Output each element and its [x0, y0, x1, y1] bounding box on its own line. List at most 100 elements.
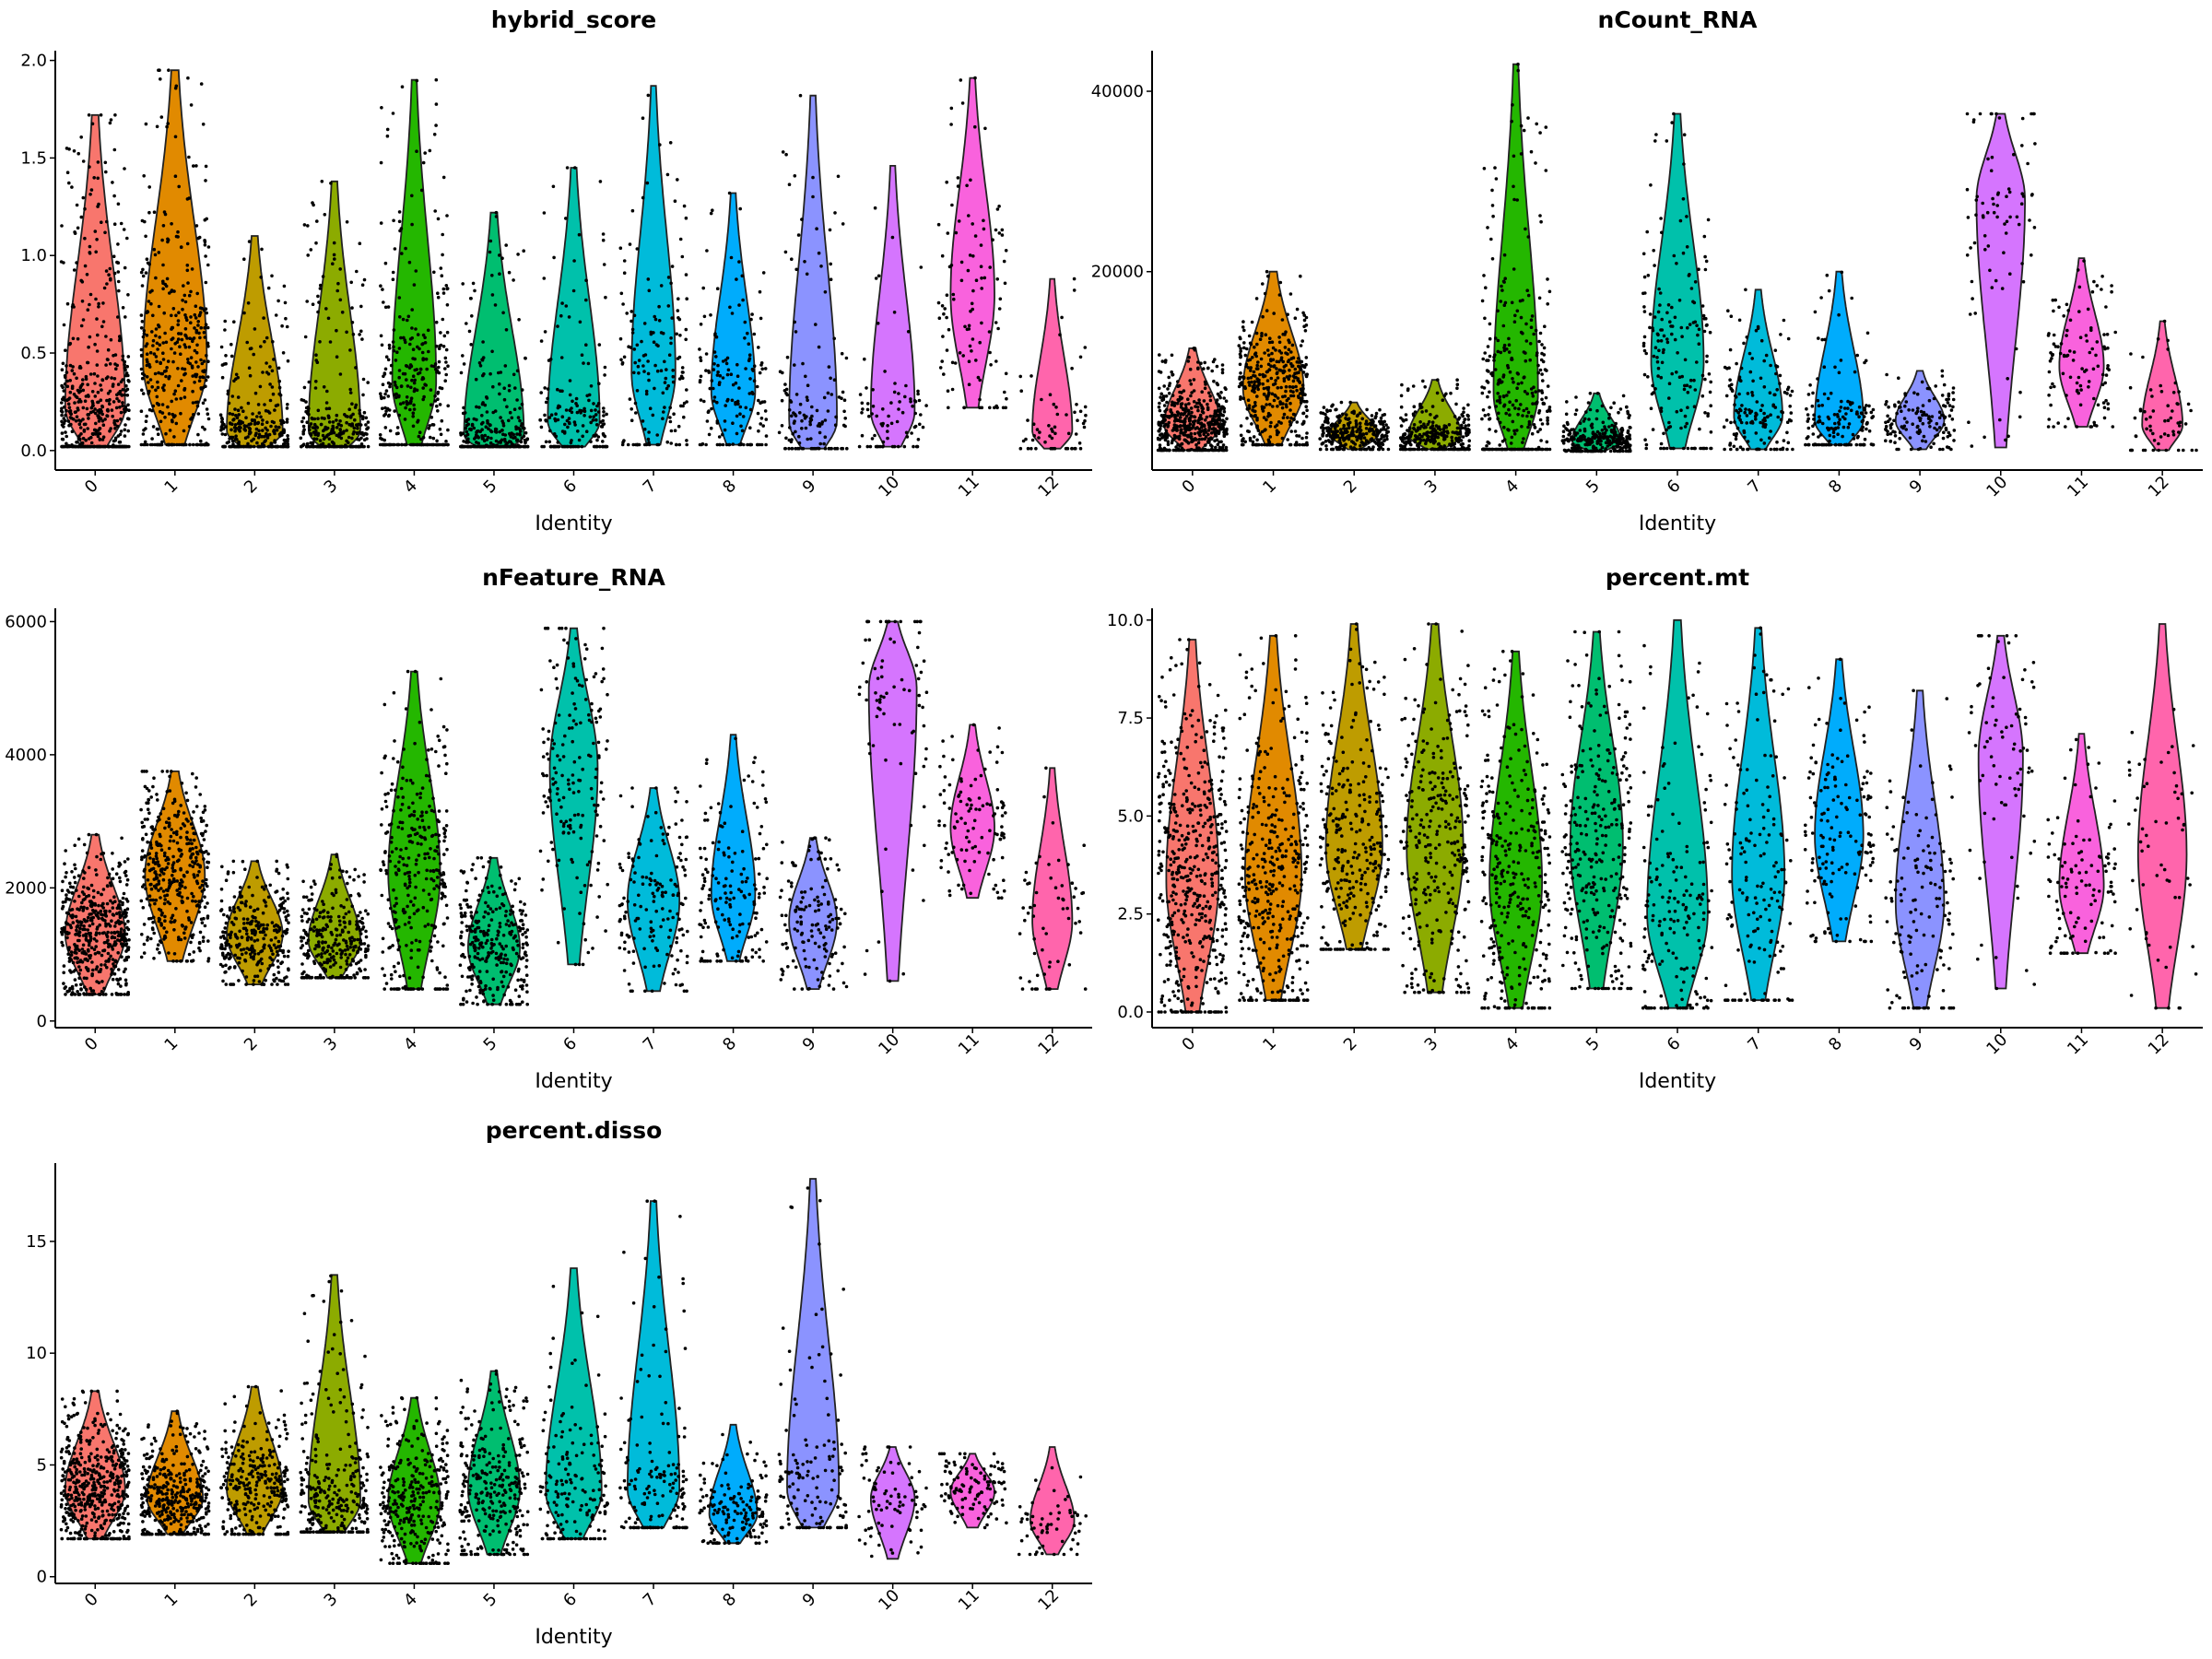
data-point — [315, 360, 320, 365]
data-point — [698, 380, 702, 384]
data-point — [59, 409, 64, 413]
data-point — [735, 277, 738, 281]
data-point — [303, 335, 308, 339]
data-point — [148, 290, 152, 294]
data-point — [1203, 386, 1207, 391]
data-point — [1400, 444, 1405, 449]
data-point — [1250, 422, 1253, 426]
data-point — [82, 444, 86, 449]
data-point — [202, 370, 206, 374]
data-point — [182, 367, 187, 371]
data-point — [429, 416, 434, 419]
data-point — [325, 433, 329, 438]
data-point — [206, 442, 210, 447]
data-point — [1481, 408, 1486, 412]
data-point — [191, 401, 195, 405]
data-point — [584, 429, 589, 434]
data-point — [1026, 446, 1030, 451]
data-point — [338, 428, 343, 432]
data-point — [119, 418, 123, 421]
data-point — [166, 237, 170, 241]
data-point — [260, 434, 264, 439]
data-point — [155, 359, 159, 364]
data-point — [584, 298, 588, 302]
data-point — [737, 386, 741, 390]
data-point — [1561, 429, 1566, 434]
data-point — [619, 291, 624, 296]
data-point — [124, 444, 128, 449]
data-point — [1542, 353, 1547, 357]
data-point — [513, 386, 517, 390]
data-point — [441, 287, 446, 291]
data-point — [818, 421, 821, 426]
data-point — [883, 370, 887, 373]
data-point — [1404, 447, 1408, 452]
data-point — [123, 434, 127, 438]
data-point — [65, 371, 69, 374]
data-point — [1502, 253, 1507, 257]
panel-title: hybrid_score — [491, 6, 656, 33]
data-point — [1070, 446, 1074, 451]
data-point — [242, 257, 246, 262]
data-point — [206, 359, 210, 364]
data-point — [870, 437, 875, 441]
data-point — [1399, 424, 1404, 428]
data-point — [747, 357, 752, 360]
data-point — [702, 314, 707, 319]
data-point — [1304, 415, 1309, 418]
data-point — [1210, 422, 1215, 427]
data-point — [1511, 103, 1514, 107]
data-point — [806, 383, 810, 388]
data-point — [93, 411, 98, 416]
data-point — [119, 221, 124, 226]
data-point — [1082, 425, 1087, 429]
data-point — [604, 295, 607, 300]
data-point — [1406, 388, 1410, 393]
data-point — [385, 134, 390, 138]
data-point — [278, 394, 283, 397]
data-point — [203, 243, 207, 247]
data-point — [763, 367, 768, 371]
data-point — [710, 379, 714, 382]
data-point — [973, 124, 977, 129]
data-point — [1186, 408, 1191, 413]
data-point — [73, 410, 77, 415]
data-point — [1406, 447, 1411, 452]
data-point — [179, 411, 182, 416]
data-point — [1271, 382, 1276, 387]
data-point — [1268, 336, 1272, 341]
data-point — [261, 418, 265, 422]
data-point — [1347, 434, 1351, 439]
data-point — [140, 284, 145, 288]
data-point — [1238, 377, 1241, 381]
data-point — [965, 327, 970, 332]
data-point — [584, 343, 588, 347]
data-point — [399, 335, 403, 340]
data-point — [868, 444, 873, 449]
data-point — [151, 338, 156, 343]
data-point — [1429, 413, 1432, 417]
data-point — [785, 355, 790, 359]
data-point — [1244, 364, 1248, 369]
data-point — [915, 444, 920, 449]
data-point — [1536, 371, 1540, 375]
data-point — [272, 420, 276, 425]
data-point — [898, 400, 901, 404]
data-point — [311, 302, 315, 307]
data-point — [842, 409, 846, 414]
data-point — [236, 395, 241, 399]
data-point — [444, 440, 448, 443]
data-point — [622, 355, 627, 359]
data-point — [387, 347, 392, 350]
data-point — [764, 442, 768, 447]
data-point — [1301, 371, 1306, 374]
data-point — [99, 398, 103, 403]
data-point — [156, 347, 159, 351]
data-point — [566, 425, 570, 429]
data-point — [886, 424, 889, 428]
data-point — [780, 424, 784, 428]
data-point — [179, 396, 182, 401]
data-point — [404, 246, 407, 251]
data-point — [1163, 418, 1167, 422]
data-point — [96, 390, 100, 394]
